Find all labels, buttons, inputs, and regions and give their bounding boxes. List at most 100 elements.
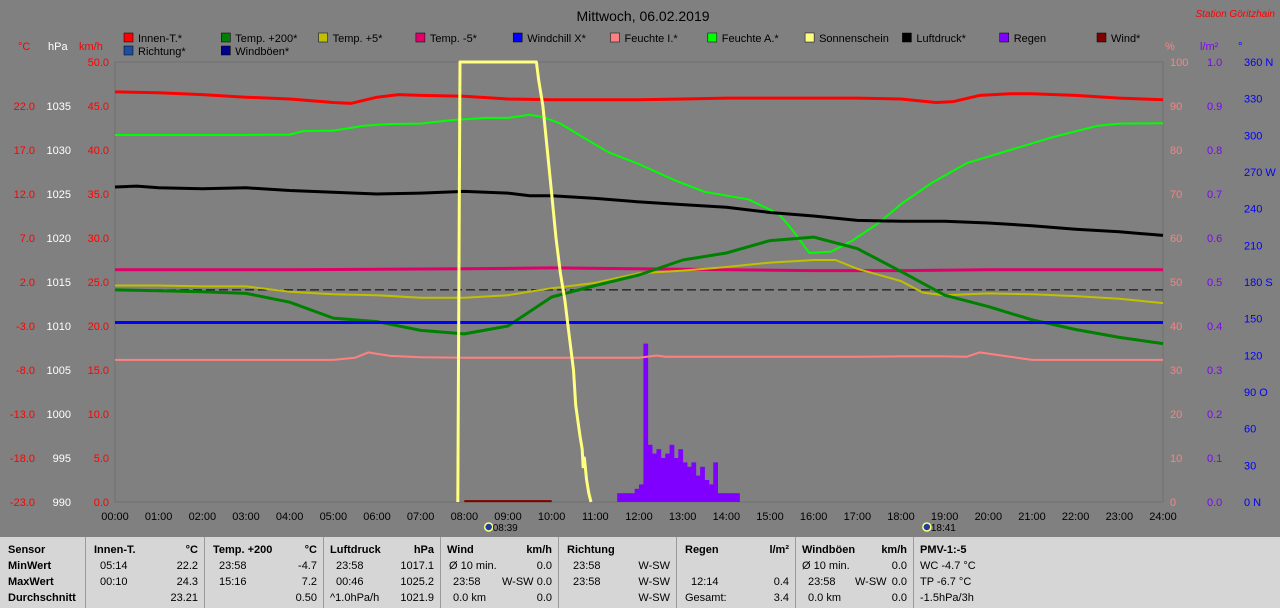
legend-label: Innen-T.* [138,33,183,45]
stats-col-temp: Temp. +200 °C 23:58 -4.7 15:16 7.2 0.50 [205,537,324,608]
tick-label-celsius: 22.0 [14,101,35,113]
legend-swatch [610,32,620,43]
stats-luft-unit: hPa [413,544,434,556]
x-tick-label: 24:00 [1149,511,1177,523]
rain-bar [647,444,653,502]
legend-label: Feuchte A.* [722,33,780,45]
tick-label-hpa: 1030 [47,145,71,157]
stats-wind-title: Wind [447,544,474,556]
stats-wind-max: 0.0 [536,576,552,588]
stats-richtung-title: Richtung [567,544,615,556]
stats-wind-r3: 0.0 [536,592,552,604]
legend-swatch [221,32,231,43]
tick-label-hpa: 995 [53,453,71,465]
x-tick-label: 16:00 [800,511,828,523]
stats-wind-max-dir: W-SW [502,576,534,588]
tick-label-lm2: 0.8 [1207,145,1222,157]
stats-innen-title: Innen-T. [94,544,136,556]
rain-bar [726,493,732,502]
legend: Innen-T.* Temp. +200* Temp. +5* Temp. -5* Wi… [123,32,1141,58]
stats-wind-max-time: 23:58 [453,576,481,588]
stats-min-label: MinWert [8,560,52,572]
tick-label-percent: 0 [1170,497,1176,509]
stats-col-richtung: Richtung 23:58 W-SW 23:58 W-SW W-SW [559,537,677,608]
legend-label: Wind* [1111,33,1141,45]
stats-col-regen: Regen l/m² 12:14 0.4 Gesamt: 3.4 [677,537,796,608]
x-tick-label: 20:00 [975,511,1003,523]
tick-label-hpa: 990 [53,497,71,509]
tick-label-percent: 30 [1170,365,1182,377]
tick-label-degree: 0 N [1244,497,1261,509]
x-tick-label: 17:00 [844,511,872,523]
series-line-temp-5 [115,266,1163,273]
tick-label-percent: 40 [1170,321,1182,333]
x-tick-label: 21:00 [1018,511,1046,523]
x-tick-label: 23:00 [1106,511,1134,523]
stats-pmv-trend: -1.5hPa/3h [920,592,974,604]
chart-title: Mittwoch, 06.02.2019 [576,8,709,24]
stats-boeen-max-time: 23:58 [808,576,836,588]
tick-label-hpa: 1035 [47,101,71,113]
legend-swatch [318,32,328,43]
tick-label-lm2: 0.1 [1207,453,1222,465]
x-tick-label: 18:00 [887,511,915,523]
tick-label-degree: 180 S [1244,277,1273,289]
tick-label-hpa: 1015 [47,277,71,289]
stats-col-innen: Innen-T. °C 05:14 22.2 00:10 24.3 23.21 [86,537,205,608]
stats-richtung-r3: W-SW [638,592,670,604]
sunrise-marker: 08:39 [483,522,518,534]
unit-percent: % [1165,41,1175,53]
series-line-luftdruck [114,184,1164,237]
tick-label-lm2: 0.2 [1207,409,1222,421]
stats-innen-max: 24.3 [176,576,198,588]
stats-col-sensor: Sensor MinWert MaxWert Durchschnitt [0,537,86,608]
tick-label-degree: 30 [1244,460,1256,472]
weather-chart: Mittwoch, 06.02.2019 Station Göritzhain … [9,8,1277,534]
tick-label-celsius: -3.0 [16,321,35,333]
sunset-time: 18:41 [931,523,956,534]
stats-pmv-windchill: WC -4.7 °C [920,560,976,572]
tick-label-kmh: 20.0 [88,321,109,333]
stats-richtung-r1-time: 23:58 [573,560,601,572]
x-tick-label: 11:00 [582,511,609,523]
station-name: Station Göritzhain [1196,9,1276,20]
plot-area [114,61,1164,503]
stats-luft-max: 1025.2 [400,576,434,588]
tick-label-percent: 100 [1170,57,1188,69]
stats-innen-max-time: 00:10 [100,576,128,588]
sunset-marker: 18:41 [922,522,956,534]
tick-label-degree: 360 N [1244,57,1273,69]
stats-boeen-avg10: 0.0 [891,560,907,572]
tick-label-degree: 270 W [1244,167,1276,179]
stats-col-wind: Wind km/h Ø 10 min. 0.0 23:58 W-SW 0.0 0… [441,537,559,608]
sunset-icon [922,522,932,532]
stats-temp-unit: °C [304,544,317,556]
stats-boeen-max: 0.0 [891,576,907,588]
legend-label: Luftdruck* [916,33,966,45]
tick-label-celsius: -8.0 [16,365,35,377]
stats-temp-max: 7.2 [301,576,317,588]
tick-label-celsius: 7.0 [20,233,35,245]
stats-wind-avg10: 0.0 [536,560,552,572]
x-tick-label: 08:00 [451,511,479,523]
rain-bar [721,493,727,502]
stats-boeen-title: Windböen [802,544,856,556]
stats-temp-avg: 0.50 [295,592,317,604]
series-lines [114,60,1164,503]
stats-col-boeen: Windböen km/h Ø 10 min. 0.0 23:58 W-SW 0… [796,537,914,608]
tick-label-celsius: -13.0 [10,409,35,421]
tick-label-lm2: 0.0 [1207,497,1222,509]
stats-temp-title: Temp. +200 [213,544,273,556]
unit-degree: ° [1238,41,1242,53]
tick-label-hpa: 1025 [47,189,71,201]
rain-bar [682,462,688,502]
rain-bar [691,462,697,502]
tick-label-celsius: -18.0 [10,453,35,465]
stats-luft-avg: 1021.9 [400,592,434,604]
stats-avg-label: Durchschnitt [8,592,76,604]
rain-bars [617,343,740,502]
x-tick-label: 01:00 [145,511,173,523]
rain-bar [656,449,662,502]
tick-label-degree: 210 [1244,240,1262,252]
rain-bar [735,493,740,502]
